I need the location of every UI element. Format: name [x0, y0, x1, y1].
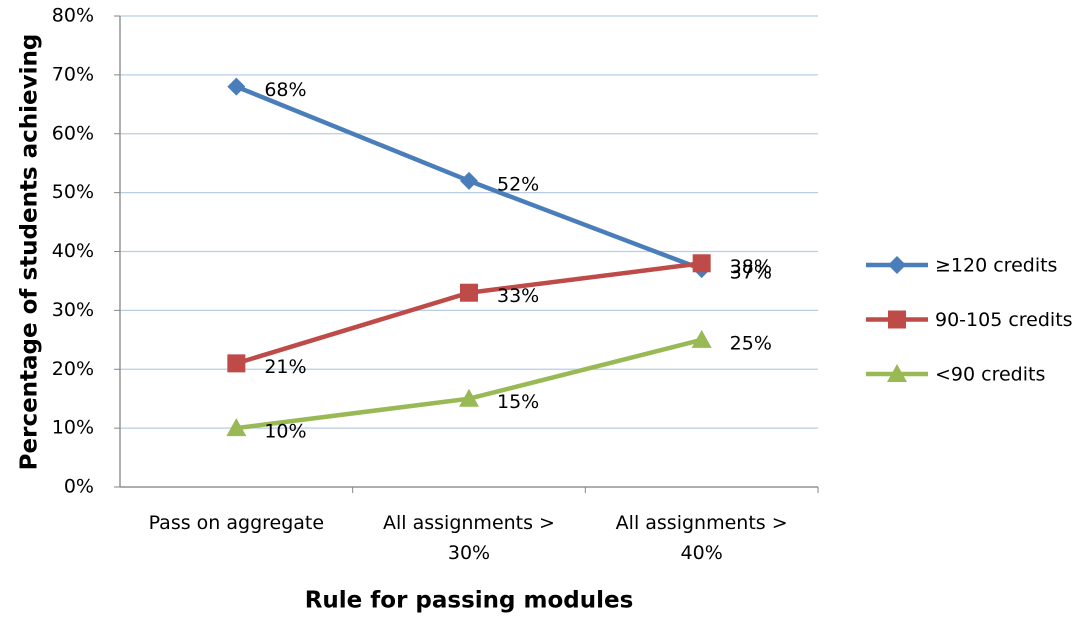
legend-label: ≥120 credits	[935, 255, 1057, 277]
data-point	[691, 329, 712, 348]
data-point	[460, 283, 478, 302]
y-tick-label: 0%	[64, 476, 94, 498]
legend-label: 90-105 credits	[935, 309, 1073, 331]
x-tick-label: All assignments > 30%	[383, 512, 555, 564]
data-label: 21%	[264, 356, 306, 378]
data-label: 52%	[497, 173, 539, 195]
y-tick-label: 80%	[52, 5, 94, 27]
data-point	[460, 171, 478, 190]
legend-marker	[888, 256, 906, 274]
legend-marker	[887, 364, 907, 382]
y-tick-label: 70%	[52, 63, 94, 85]
y-tick-label: 30%	[52, 299, 94, 321]
data-label: 38%	[730, 256, 772, 278]
data-point	[227, 77, 246, 96]
data-label: 33%	[497, 285, 539, 307]
data-point	[227, 354, 246, 373]
y-tick-label: 60%	[52, 122, 94, 144]
y-axis-title: Percentage of students achieving	[17, 34, 43, 471]
x-tick-label: Pass on aggregate	[148, 512, 325, 534]
x-tick-label: All assignments > 40%	[615, 512, 788, 564]
data-point	[226, 418, 247, 437]
x-axis-title: Rule for passing modules	[305, 588, 634, 614]
legend-marker	[888, 310, 906, 329]
series-line	[236, 337, 703, 431]
data-point	[692, 254, 711, 273]
data-label: 10%	[264, 421, 306, 443]
data-point	[459, 388, 479, 407]
series-line	[235, 261, 702, 366]
y-tick-label: 20%	[52, 358, 94, 380]
data-label: 37%	[730, 262, 772, 284]
y-tick-label: 10%	[52, 417, 94, 439]
data-label: 25%	[730, 332, 772, 354]
legend-label: <90 credits	[935, 364, 1045, 386]
data-label: 68%	[264, 79, 306, 101]
y-tick-label: 50%	[52, 181, 94, 203]
data-label: 15%	[497, 391, 539, 413]
y-tick-label: 40%	[52, 240, 94, 262]
